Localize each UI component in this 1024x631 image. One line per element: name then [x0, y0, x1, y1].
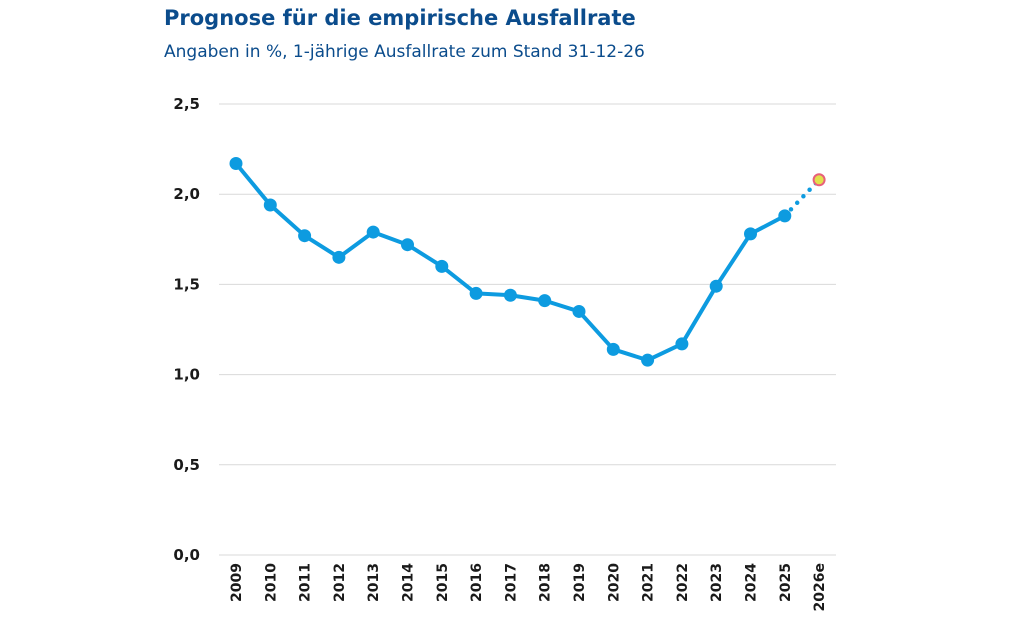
data-point	[263, 198, 277, 212]
data-point	[572, 304, 586, 318]
x-tick-label: 2012	[332, 563, 348, 602]
x-tick-label: 2020	[606, 563, 622, 602]
x-tick-label: 2015	[435, 563, 451, 602]
data-point	[641, 353, 655, 367]
x-tick-label: 2023	[709, 563, 725, 602]
data-point	[675, 337, 689, 351]
x-tick-label: 2017	[503, 563, 519, 602]
y-tick-label: 0,0	[173, 546, 200, 564]
y-tick-label: 1,0	[173, 366, 200, 384]
data-point	[332, 250, 346, 264]
x-tick-label: 2025	[778, 563, 794, 602]
x-tick-label: 2014	[401, 563, 417, 602]
x-tick-label: 2010	[263, 563, 279, 602]
x-tick-label: 2022	[675, 563, 691, 602]
y-tick-label: 2,0	[173, 185, 200, 203]
x-tick-label: 2024	[744, 563, 760, 602]
y-tick-label: 0,5	[173, 456, 200, 474]
x-tick-label: 2009	[229, 563, 245, 602]
data-point	[229, 157, 243, 171]
data-point	[401, 238, 414, 252]
x-tick-label: 2016	[469, 563, 485, 602]
data-point	[503, 288, 517, 302]
data-point	[606, 342, 620, 356]
data-point	[709, 279, 723, 293]
x-tick-label: 2026e	[812, 563, 828, 611]
data-point	[298, 229, 312, 243]
x-tick-label: 2021	[641, 563, 657, 602]
data-point	[435, 259, 449, 273]
series-line	[234, 162, 786, 363]
y-tick-label: 1,5	[173, 275, 200, 293]
x-tick-label: 2019	[572, 563, 588, 602]
data-point	[538, 294, 552, 308]
chart-title: Prognose für die empirische Ausfallrate	[164, 6, 636, 30]
forecast-point	[812, 173, 826, 187]
data-point	[469, 286, 483, 300]
x-tick-label: 2011	[298, 563, 314, 602]
data-point	[366, 225, 380, 239]
x-tick-label: 2013	[366, 563, 382, 602]
x-tick-label: 2018	[538, 563, 554, 602]
data-point	[744, 227, 757, 241]
forecast-dotted-line	[782, 177, 822, 219]
chart-subtitle: Angaben in %, 1-jährige Ausfallrate zum …	[164, 42, 645, 62]
y-tick-label: 2,5	[173, 95, 200, 113]
